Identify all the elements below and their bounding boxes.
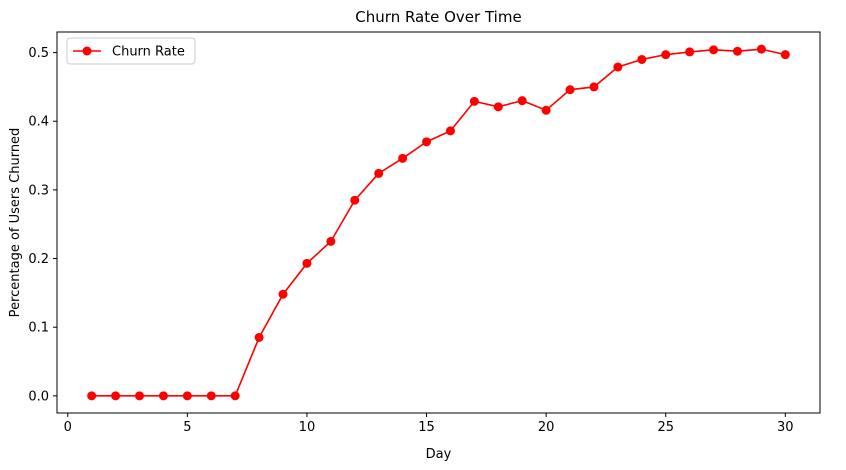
data-point [709,45,719,55]
data-point [493,102,503,112]
data-point [182,391,192,401]
y-axis-ticks: 0.0 0.1 0.2 0.3 0.4 0.5 [28,46,57,404]
y-tick-label: 0.5 [28,46,49,61]
data-point [135,391,145,401]
data-point [445,126,455,136]
x-tick-label: 10 [299,420,316,435]
y-axis-title: Percentage of Users Churned [8,128,23,318]
legend-label: Churn Rate [112,45,185,60]
data-point [517,96,527,106]
data-point [637,54,647,64]
data-point [613,62,623,72]
data-point [565,85,575,95]
data-point [158,391,168,401]
data-point [756,44,766,54]
x-axis-title: Day [426,447,452,462]
legend-box [66,37,196,65]
data-point [111,391,121,401]
data-point [374,168,384,178]
data-point [398,153,408,163]
y-tick-label: 0.2 [28,252,49,267]
legend-marker-swatch [82,46,92,56]
chart-title: Churn Rate Over Time [355,8,521,26]
x-axis-ticks: 0 5 10 15 20 25 30 [64,413,794,435]
x-tick-label: 0 [64,420,72,435]
series-layer [87,44,790,401]
x-tick-label: 5 [183,420,191,435]
legend: Churn Rate [66,37,196,65]
x-tick-label: 30 [777,420,794,435]
data-point [278,289,288,299]
data-point [541,105,551,115]
data-point [685,47,695,57]
data-point [326,236,336,246]
data-point [732,46,742,56]
y-tick-label: 0.4 [28,115,49,130]
data-point [422,137,432,147]
data-point [254,332,264,342]
y-tick-label: 0.1 [28,321,49,336]
x-tick-label: 15 [418,420,435,435]
series-line [91,48,786,397]
data-point [350,195,360,205]
data-point [230,391,240,401]
plot-frame [56,31,821,414]
data-point [469,96,479,106]
data-point [661,50,671,60]
data-point [206,391,216,401]
x-tick-label: 20 [538,420,555,435]
data-point [302,258,312,268]
data-point [589,82,599,92]
data-point [780,50,790,60]
y-tick-label: 0.3 [28,183,49,198]
x-tick-label: 25 [657,420,674,435]
y-tick-label: 0.0 [28,389,49,404]
data-point [87,391,97,401]
